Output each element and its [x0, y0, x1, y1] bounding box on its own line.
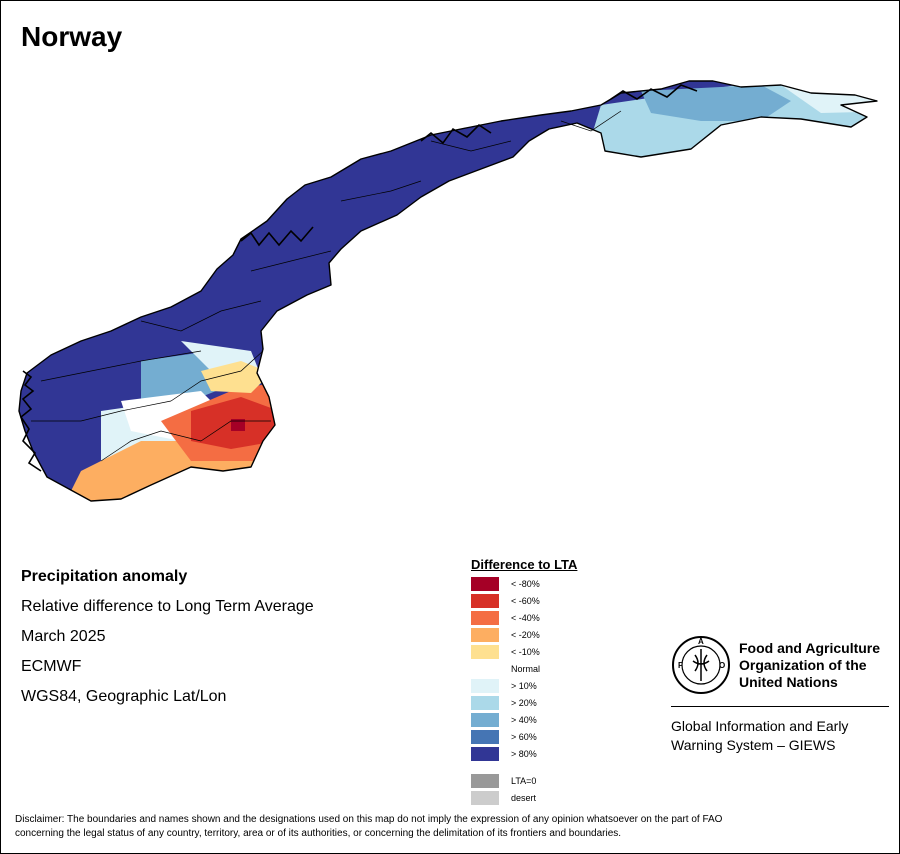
- legend-label: < -60%: [511, 595, 540, 606]
- legend-items: < -80% < -60% < -40% < -20% < -10% Normal > 10…: [471, 575, 661, 762]
- legend: Difference to LTA < -80% < -60% < -40% < -2…: [471, 557, 661, 806]
- legend-swatch: [471, 729, 499, 744]
- map-info: Precipitation anomaly Relative differenc…: [21, 562, 314, 712]
- info-subtitle: Relative difference to Long Term Average: [21, 598, 314, 615]
- giews-line1: Global Information and Early: [671, 718, 849, 734]
- coast-islands: [19, 84, 698, 472]
- legend-swatch: [471, 746, 499, 761]
- fao-emblem-letter-o: O: [719, 661, 725, 670]
- fao-name-line2: Organization of the: [739, 656, 867, 673]
- legend-label: < -80%: [511, 578, 540, 589]
- county-boundaries: [31, 110, 622, 462]
- legend-swatch: [471, 661, 499, 676]
- legend-row: < -60%: [471, 592, 661, 609]
- legend-swatch: [471, 678, 499, 693]
- legend-row: < -40%: [471, 609, 661, 626]
- legend-label: > 60%: [511, 731, 537, 742]
- legend-label: < -40%: [511, 612, 540, 623]
- info-period: March 2025: [21, 628, 106, 645]
- map-title: Norway: [21, 21, 123, 52]
- legend-row: < -20%: [471, 626, 661, 643]
- legend-label: > 80%: [511, 748, 537, 759]
- anomaly-zone-southeast-10: [201, 361, 271, 393]
- legend-swatch: [471, 627, 499, 642]
- anomaly-zone-finnmark-mid: [641, 85, 791, 121]
- legend-label: desert: [511, 792, 537, 803]
- legend-label: > 20%: [511, 697, 537, 708]
- info-heading: Precipitation anomaly: [21, 568, 188, 585]
- legend-row: > 80%: [471, 745, 661, 762]
- giews-label: Global Information and Early Warning Sys…: [671, 717, 889, 755]
- fao-emblem-letter-f: F: [678, 661, 683, 670]
- legend-row: < -10%: [471, 643, 661, 660]
- fao-name-line1: Food and Agriculture: [739, 639, 881, 656]
- legend-title: Difference to LTA: [471, 557, 578, 572]
- legend-row: > 40%: [471, 711, 661, 728]
- legend-swatch: [471, 593, 499, 608]
- legend-row: Normal: [471, 660, 661, 677]
- fao-name-line3: United Nations: [739, 673, 838, 690]
- disclaimer-line2: concerning the legal status of any count…: [15, 828, 622, 839]
- anomaly-zone-southeast-80: [231, 419, 245, 431]
- legend-row: > 10%: [471, 677, 661, 694]
- fao-divider: [671, 706, 889, 707]
- fao-emblem-icon: F A O: [672, 636, 730, 694]
- info-source: ECMWF: [21, 658, 82, 675]
- legend-row: desert: [471, 789, 661, 806]
- legend-swatch: [471, 644, 499, 659]
- legend-label: < -20%: [511, 629, 540, 640]
- norway-anomaly-map: [18, 80, 878, 502]
- legend-swatch: [471, 773, 499, 788]
- disclaimer: Disclaimer: The boundaries and names sho…: [15, 813, 891, 841]
- norway-coastline: [18, 80, 878, 502]
- legend-row: > 60%: [471, 728, 661, 745]
- legend-label: LTA=0: [511, 775, 537, 786]
- anomaly-zone-finnmark: [581, 81, 877, 201]
- legend-swatch: [471, 712, 499, 727]
- legend-extra: LTA=0 desert: [471, 772, 661, 806]
- legend-label: > 10%: [511, 680, 537, 691]
- giews-line2: Warning System – GIEWS: [671, 737, 836, 753]
- fao-name: Food and Agriculture Organization of the…: [739, 640, 880, 691]
- legend-row: LTA=0: [471, 772, 661, 789]
- legend-row: > 20%: [471, 694, 661, 711]
- fao-emblem-letter-a: A: [698, 637, 704, 646]
- legend-label: > 40%: [511, 714, 537, 725]
- legend-swatch: [471, 790, 499, 805]
- info-projection: WGS84, Geographic Lat/Lon: [21, 688, 227, 705]
- legend-swatch: [471, 576, 499, 591]
- disclaimer-line1: Disclaimer: The boundaries and names sho…: [15, 814, 723, 825]
- legend-label: Normal: [511, 663, 541, 674]
- legend-swatch: [471, 610, 499, 625]
- fao-logo-block: F A O Food and Agriculture Organization …: [671, 634, 889, 755]
- legend-label: < -10%: [511, 646, 540, 657]
- legend-row: < -80%: [471, 575, 661, 592]
- legend-swatch: [471, 695, 499, 710]
